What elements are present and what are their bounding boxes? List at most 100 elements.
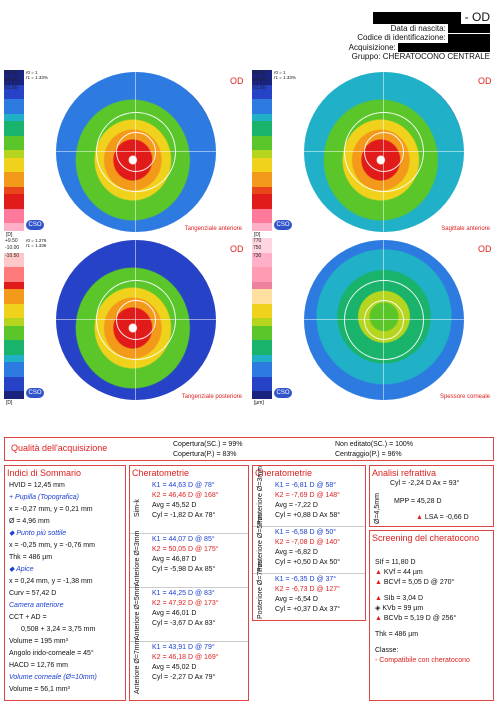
screening-thk: Thk = 486 µm (375, 631, 419, 638)
kerato-k2: K2 = 50,05 D @ 175° (152, 546, 219, 553)
birth-label: Data di nascita: (390, 24, 446, 33)
kerato-k1: K1 = -6,35 D @ 37° (275, 576, 337, 583)
summary-line: ◆ Punto più sottile (9, 530, 67, 537)
acq-cop-sc: Copertura(SC.) = 99% (173, 441, 243, 448)
corneal-map (304, 240, 464, 400)
map-unit: [D] (254, 232, 261, 238)
corneal-map (56, 72, 216, 232)
map-unit: [D] (6, 400, 13, 406)
warning-icon: ▲ (375, 595, 382, 602)
summary-line: x = 0,24 mm, y = -1,38 mm (9, 578, 93, 585)
warning-icon: ▲ (375, 569, 382, 576)
refraction-mpp: MPP = 45,28 D (394, 498, 442, 505)
acq-cop-p: Copertura(P.) = 83% (173, 451, 237, 458)
refraction-lsa: ▲ LSA = -0,66 D (416, 514, 469, 521)
map-caption: Tangenziale posteriore (181, 394, 242, 400)
screening-kvb: ◈ KVb = 99 µm (375, 605, 424, 612)
summary-line: x = -0,27 mm, y = 0,21 mm (9, 506, 93, 513)
warning-icon: ▲ (375, 579, 382, 586)
patient-header: - OD Data di nascita: Codice di identifi… (349, 10, 490, 61)
kerato-group-label: Anteriore Ø=5mm (134, 584, 141, 640)
kerato-cyl: Cyl = -1,82 D Ax 78° (152, 512, 216, 519)
color-scale: 65.50 64.00 62.50 (252, 70, 272, 231)
kerato-cyl: Cyl = -3,67 D Ax 83° (152, 620, 216, 627)
summary-line: Volume = 56,1 mm³ (9, 686, 70, 693)
screening-bcvb: ▲ BCVb = 5,19 D @ 256° (375, 615, 457, 622)
color-scale: 770 750 730 (252, 238, 272, 399)
acq-non-editato: Non editato(SC.) = 100% (335, 441, 414, 448)
map-4: 770 750 730 [µm] OD Spessore corneale CSO (252, 238, 492, 406)
screening-classe-value: - Compatibile con cheratocono (375, 657, 470, 664)
acq-title: Qualità dell'acquisizione (11, 443, 108, 453)
kerato-k2: K2 = 47,92 D @ 173° (152, 600, 219, 607)
screening-panel: Screening del cheratocono SIf = 11,80 D … (369, 530, 494, 701)
kerato-k2: K2 = -6,73 D @ 127° (275, 586, 340, 593)
kerato-cyl: Cyl = -2,27 D Ax 79° (152, 674, 216, 681)
refraction-title: Analisi refrattiva (372, 468, 437, 478)
corneal-map (304, 72, 464, 232)
kerato-avg: Avg = 45,02 D (152, 664, 197, 671)
summary-line: Angolo irido-corneale = 45° (9, 650, 94, 657)
diamond-icon: ◈ (375, 605, 381, 612)
summary-line: Curv = 57,42 D (9, 590, 57, 597)
kerato-k1: K1 = 44,63 D @ 78° (152, 482, 215, 489)
posterior-kerato-panel: Cheratometrie Posteriore Ø=3mm K1 = -6,81… (252, 465, 366, 621)
kerato-avg: Avg = -6,82 D (275, 549, 318, 556)
refraction-panel: Analisi refrattiva Ø=4,5mm Cyl = -2,24 D… (369, 465, 494, 527)
map-eye: OD (478, 76, 492, 86)
kerato-k1: K1 = 44,07 D @ 85° (152, 536, 215, 543)
screening-sib: ▲ SIb = 3,04 D (375, 595, 423, 602)
anterior-kerato-title: Cheratometrie (132, 468, 190, 478)
corneal-map (56, 240, 216, 400)
map-eye: OD (478, 244, 492, 254)
warning-icon: ▲ (416, 514, 423, 521)
summary-line: CCT + AD = (9, 614, 47, 621)
color-scale: +9.50 -10.00 -10.50 (4, 238, 24, 399)
acq-label: Acquisizione: (348, 42, 396, 52)
summary-lines: HVID = 12,45 mm + Pupilla (Topografica) x … (9, 480, 97, 696)
summary-line: Camera anteriore (9, 602, 64, 609)
map-caption: Spessore corneale (439, 394, 490, 400)
summary-line: ◆ Apice (9, 566, 34, 573)
logo-icon: CSO (274, 388, 292, 398)
acq-centraggio: Centraggio(P.) = 96% (335, 451, 402, 458)
screening-kvf: ▲ KVf = 44 µm (375, 569, 423, 576)
map-eye: OD (230, 76, 244, 86)
kerato-group-label: Anteriore Ø=3mm (134, 530, 141, 586)
kerato-cyl: Cyl = +0,88 D Ax 58° (275, 512, 341, 519)
map-2: 65.50 64.00 62.50 r0 = 1 r1 = 1.33% [D] OD Sag… (252, 70, 492, 238)
summary-panel: Indici di Sommario HVID = 12,45 mm + Pupi… (4, 465, 126, 701)
kerato-k1: K1 = -6,81 D @ 58° (275, 482, 337, 489)
map-info: r0 = 1 r1 = 1.33% (26, 70, 48, 80)
map-info: r0 = 1 r1 = 1.33% (274, 70, 296, 80)
kerato-k1: K1 = -6,58 D @ 50° (275, 529, 337, 536)
warning-icon: ▲ (375, 615, 382, 622)
kerato-avg: Avg = 45,52 D (152, 502, 197, 509)
screening-title: Screening del cheratocono (372, 533, 480, 543)
screening-classe: Classe: (375, 647, 399, 654)
map-eye: OD (230, 244, 244, 254)
map-3: +9.50 -10.00 -10.50 r0 = 1.276 r1 = 1.336 [D… (4, 238, 244, 406)
kerato-cyl: Cyl = -5,98 D Ax 85° (152, 566, 216, 573)
kerato-avg: Avg = -7,22 D (275, 502, 318, 509)
refraction-cyl: Cyl = -2,24 D Ax = 93° (390, 480, 460, 487)
kerato-k2: K2 = 46,18 D @ 169° (152, 654, 219, 661)
kerato-group-label: Anteriore Ø=7mm (134, 638, 141, 694)
redacted-name (373, 11, 462, 24)
acq-panel: Qualità dell'acquisizione Copertura(SC.)… (4, 437, 494, 461)
summary-line: + Pupilla (Topografica) (9, 494, 79, 501)
summary-line: HVID = 12,45 mm (9, 482, 65, 489)
map-caption: Sagittale anteriore (441, 226, 490, 232)
summary-line: Ø = 4,96 mm (9, 518, 50, 525)
summary-line: Thk = 486 µm (9, 554, 53, 561)
map-unit: [µm] (254, 400, 264, 406)
summary-line: Volume = 195 mm³ (9, 638, 68, 645)
logo-icon: CSO (26, 220, 44, 230)
logo-icon: CSO (274, 220, 292, 230)
map-unit: [D] (6, 232, 13, 238)
summary-title: Indici di Sommario (7, 468, 82, 478)
summary-line: 0,508 + 3,24 = 3,75 mm (21, 626, 96, 633)
kerato-avg: Avg = -6,54 D (275, 596, 318, 603)
anterior-kerato-panel: Cheratometrie Sim-k K1 = 44,63 D @ 78° K2 … (129, 465, 249, 701)
summary-line: Volume corneale (Ø=10mm) (9, 674, 97, 681)
